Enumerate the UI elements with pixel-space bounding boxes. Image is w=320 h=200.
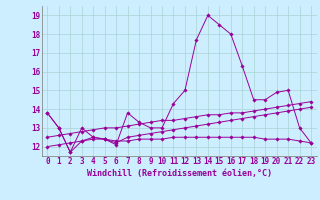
X-axis label: Windchill (Refroidissement éolien,°C): Windchill (Refroidissement éolien,°C) — [87, 169, 272, 178]
